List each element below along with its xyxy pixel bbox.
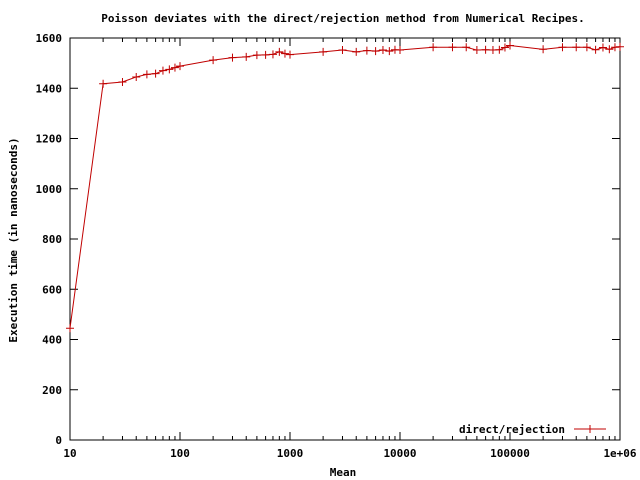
data-point-marker (495, 45, 504, 54)
data-point-marker (605, 45, 614, 54)
data-point-marker (338, 46, 347, 55)
chart-title: Poisson deviates with the direct/rejecti… (101, 12, 584, 25)
data-point-marker (275, 47, 284, 56)
legend: direct/rejection (459, 423, 606, 436)
data-point-marker (371, 47, 380, 56)
data-point-marker (170, 63, 179, 72)
data-point-marker (472, 46, 481, 55)
data-point-marker (385, 47, 394, 56)
data-point-marker (378, 46, 387, 55)
series-line-direct-rejection (69, 45, 621, 329)
y-axis-label: Execution time (in nanoseconds) (7, 137, 20, 342)
data-point-marker (429, 43, 438, 52)
x-tick-label: 100000 (490, 447, 530, 460)
data-point-marker (558, 43, 567, 52)
data-point-marker (99, 79, 108, 88)
x-tick-label: 1000 (277, 447, 304, 460)
data-point-marker (280, 49, 289, 58)
legend-marker-sample (586, 425, 594, 433)
y-tick-label: 1200 (36, 133, 63, 146)
data-point-marker (118, 77, 127, 86)
data-point-marker (286, 50, 294, 59)
data-point-marker (582, 43, 591, 52)
data-point-marker (462, 43, 471, 52)
data-point-marker (151, 69, 160, 78)
data-point-marker (165, 65, 174, 74)
data-point-marker (228, 53, 237, 62)
data-point-marker (616, 42, 624, 51)
data-point-marker (252, 51, 261, 60)
data-point-marker (572, 43, 581, 52)
x-tick-label: 100 (170, 447, 190, 460)
data-point-marker (142, 70, 151, 79)
y-tick-label: 200 (42, 384, 62, 397)
data-point-marker (242, 52, 251, 61)
data-point-marker (396, 46, 404, 55)
y-tick-label: 600 (42, 283, 62, 296)
plot-frame (69, 37, 621, 441)
data-point-marker (539, 45, 548, 54)
y-tick-label: 400 (42, 334, 62, 347)
data-point-marker (66, 324, 74, 333)
legend-label-direct-rejection: direct/rejection (459, 423, 565, 436)
x-tick-label: 1e+06 (603, 447, 636, 460)
data-point-marker (352, 47, 361, 56)
y-tick-label: 1400 (36, 82, 63, 95)
data-point-marker (448, 43, 457, 52)
data-point-marker (362, 46, 371, 55)
y-tick-label: 1600 (36, 32, 63, 45)
y-tick-label: 0 (55, 434, 62, 447)
data-point-marker (209, 56, 218, 65)
data-point-marker (481, 45, 490, 54)
y-tick-label: 1000 (36, 183, 63, 196)
data-point-marker (261, 50, 270, 59)
data-point-marker (591, 45, 600, 54)
data-point-marker (132, 72, 141, 81)
x-tick-label: 10 (63, 447, 76, 460)
x-axis-label: Mean (330, 466, 357, 479)
data-point-marker (268, 50, 277, 59)
x-tick-label: 10000 (383, 447, 416, 460)
data-point-marker (506, 41, 514, 50)
series-layer (66, 41, 624, 333)
y-tick-label: 800 (42, 233, 62, 246)
data-point-marker (176, 62, 184, 71)
y-axis-ticks: 0 200 400 600 800 1000 1200 1400 1600 (36, 32, 620, 447)
data-point-marker (319, 47, 328, 56)
x-axis-ticks: 10 100 1000 10000 100000 1e+06 (63, 38, 637, 460)
data-point-marker (500, 43, 509, 52)
data-point-marker (158, 66, 167, 75)
data-point-marker (598, 43, 607, 52)
data-point-marker (610, 43, 619, 52)
